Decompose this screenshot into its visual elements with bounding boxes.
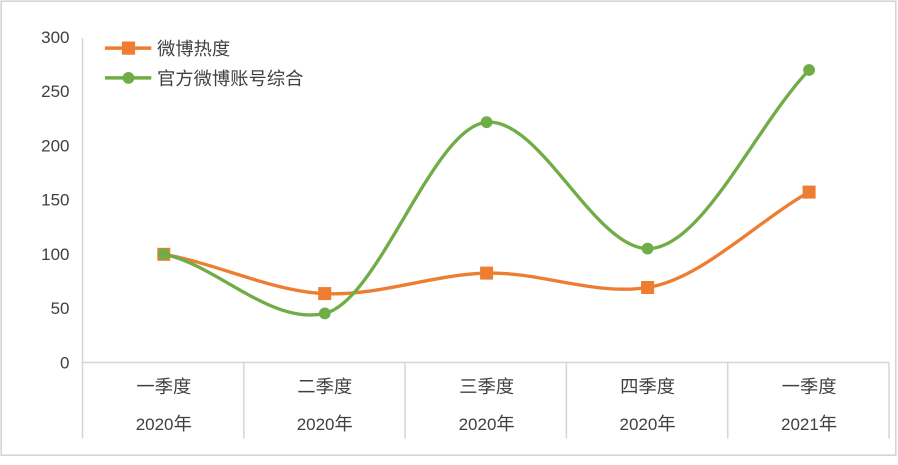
svg-text:200: 200 [41, 136, 69, 155]
svg-text:0: 0 [60, 353, 69, 372]
svg-text:100: 100 [41, 245, 69, 264]
svg-text:250: 250 [41, 82, 69, 101]
svg-text:2020: 2020 [297, 415, 335, 434]
svg-text:50: 50 [51, 299, 70, 318]
svg-text:2020: 2020 [136, 415, 174, 434]
svg-text:2021: 2021 [781, 415, 819, 434]
svg-text:2020: 2020 [620, 415, 658, 434]
svg-text:300: 300 [41, 28, 69, 47]
svg-text:150: 150 [41, 191, 69, 210]
svg-text:2020: 2020 [459, 415, 497, 434]
